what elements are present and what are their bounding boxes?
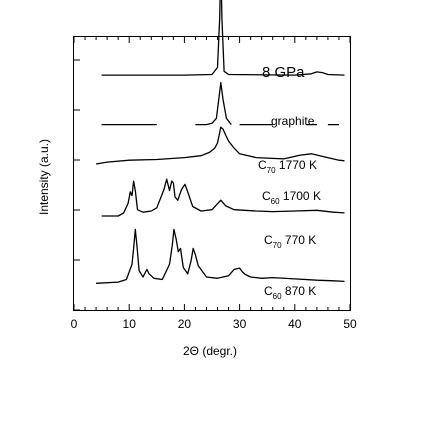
x-tick-label: 10 [123,317,137,331]
plot-frame [73,36,351,311]
series-label-c60-1700: C60 1700 K [262,189,321,206]
x-tick-label: 30 [233,317,247,331]
series-line-c70-770 [101,178,345,217]
series-label-c70-770: C70 770 K [264,233,316,250]
pressure-annotation: 8 GPa [262,64,305,81]
series-line-c60-870 [96,228,345,284]
axis-ticks [73,37,351,311]
series-line-c60-1700 [95,126,345,165]
y-axis-label: Intensity (a.u.) [37,139,51,215]
x-tick-label: 0 [71,317,78,331]
x-tick-labels: 0 10 20 30 40 50 [71,317,357,331]
x-axis-label: 2Θ (degr.) [183,344,237,358]
series-line-graphite [101,0,345,76]
series-curves [95,0,345,284]
x-tick-label: 20 [178,317,192,331]
series-label-graphite: graphite [271,114,315,128]
series-label-c60-870: C60 870 K [264,284,316,301]
series-line-c70-1770 [101,82,339,126]
series-label-c70-1770: C70 1770 K [258,158,317,175]
x-tick-label: 40 [288,317,302,331]
series-labels: graphite C70 1770 K C60 1700 K C70 770 K C60… [258,114,321,301]
x-tick-label: 50 [343,317,357,331]
